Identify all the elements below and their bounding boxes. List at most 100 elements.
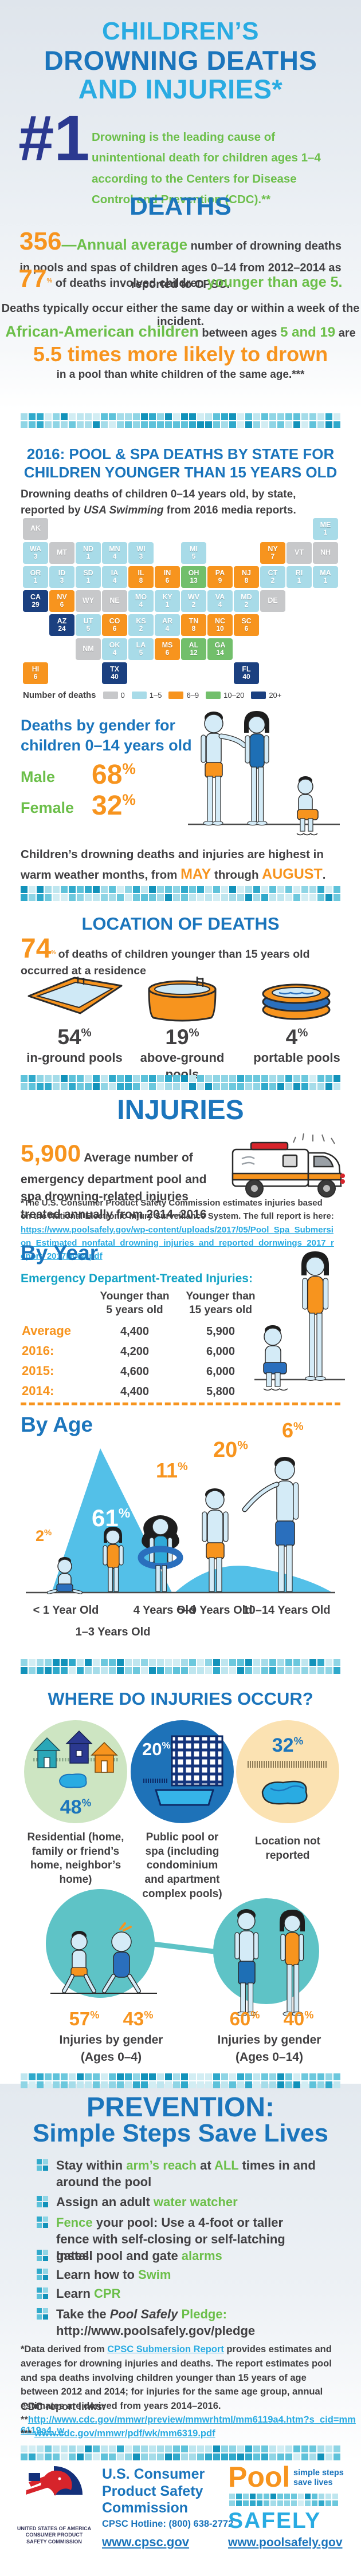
fence-highlight: Fence (56, 2215, 93, 2230)
col-header-under15-line1: Younger than (186, 1290, 256, 1302)
row-2014-v1: 4,400 (120, 1385, 150, 1398)
row-label-average: Average (22, 1323, 72, 1338)
state-CT: CT 2 (260, 566, 285, 588)
map-intro-italic: USA Swimming (83, 504, 164, 516)
legend-label-0: 0 (120, 691, 125, 700)
legend-title: Number of deaths (23, 690, 96, 700)
state-WA: WA 3 (23, 542, 48, 564)
row-average-v1: 4,400 (120, 1325, 150, 1338)
row-2016-v1: 4,200 (120, 1345, 150, 1358)
state-MI: MI 5 (181, 542, 206, 564)
state-FL: FL 40 (234, 662, 259, 684)
male-label: Male (21, 768, 56, 785)
in-ground-pct: 54% (57, 1025, 92, 1049)
page-title-line2: DROWNING DEATHS (44, 45, 317, 76)
boy-girl-illustration (234, 1909, 305, 2016)
stat-77-percent-sign: % (46, 277, 53, 285)
portable-pool-icon (262, 983, 331, 1020)
aa-mid2: are (335, 327, 356, 339)
pledge-highlight: Pledge: (181, 2307, 227, 2321)
by-age-header: By Age (21, 1413, 93, 1436)
pool-safely-mosaic (229, 2494, 338, 2506)
african-american-stat-line3: in a pool than white children of the sam… (56, 369, 305, 381)
gender-0-4-female-pct: 43% (123, 2008, 154, 2029)
aa-highlight1: African-American children (5, 323, 199, 340)
data-note: *Data derived from CPSC Submersion Repor… (21, 2344, 332, 2411)
season-mid: through (211, 868, 262, 882)
age-pct-1to3: 61% (92, 1504, 131, 1531)
pool-safely-logo-pool: Pool (228, 2461, 291, 2493)
season-may: MAY (180, 866, 211, 882)
tiles-icon-2 (37, 2196, 48, 2207)
dashed-divider (21, 1402, 340, 1405)
age-pct-10to14: 6% (282, 1419, 304, 1442)
cdc-link-1[interactable]: http://www.cdc.gov/mmwr/preview/mmwrhtml… (21, 2415, 356, 2436)
legend-label-1: 1–5 (149, 691, 162, 700)
state-NV: NV 6 (49, 590, 74, 612)
step-swim: Learn how to Swim (56, 2267, 171, 2282)
above-ground-pct: 19% (165, 1025, 199, 1049)
cdc-link-2-row: *** www.cdc.gov/mmwr/pdf/wk/mm6319.pdf (21, 2428, 215, 2439)
state-AL: AL 12 (181, 638, 206, 660)
state-MA: MA 1 (313, 566, 338, 588)
cpsc-org-name: U.S. Consumer Product Safety Commission (102, 2466, 205, 2516)
stat-5900: 5,900 Average number of emergency depart… (21, 1136, 227, 1223)
state-ND: ND 1 (76, 542, 101, 564)
state-ID: ID 3 (49, 566, 74, 588)
alarms-highlight: alarms (181, 2249, 222, 2263)
cpsc-url-link[interactable]: www.cpsc.gov (102, 2535, 190, 2549)
not-reported-caption: Location not reported (255, 1835, 320, 1862)
gender-0-4-circle (46, 1889, 155, 1998)
african-american-stat-line1: African-American children between ages 5… (0, 323, 361, 341)
state-AR: AR 4 (155, 614, 180, 636)
gender-0-4-caption-line1: Injuries by gender (59, 2033, 163, 2046)
deaths-header: DEATHS (130, 192, 231, 220)
legend-item-0: 0 (103, 691, 125, 700)
injuries-footnote: *The U.S. Consumer Product Safety Commis… (21, 1196, 335, 1263)
poolsafely-url-link[interactable]: www.poolsafely.gov (228, 2536, 343, 2549)
stat-356-dash: — (61, 236, 77, 253)
stat-356: 356—Annual average number of drowning de… (0, 223, 361, 293)
portable-label: portable pools (253, 1050, 340, 1065)
timing-text: Deaths typically occur either the same d… (1, 302, 360, 328)
houses-icon (33, 1730, 118, 1788)
portable-pct: 4% (285, 1025, 308, 1049)
legend-label-4: 20+ (269, 691, 282, 700)
col-header-under15-line2: 15 years old (189, 1304, 252, 1316)
arms-reach-highlight: arm’s reach (126, 2158, 197, 2172)
state-HI: HI 6 (23, 662, 48, 684)
stat-74: 74% of deaths of children younger than 1… (21, 934, 310, 977)
legend-swatch-2 (168, 692, 184, 699)
gender-0-14-caption-line2: (Ages 0–14) (236, 2050, 303, 2064)
cpsc-submersion-report-link[interactable]: CPSC Submersion Report (107, 2344, 224, 2354)
not-reported-circle (236, 1720, 339, 1823)
number-one-text: Drowning is the leading cause of uninten… (92, 131, 321, 207)
pool-safely-tagline: simple steps save lives (293, 2468, 344, 2488)
col-header-under5-line1: Younger than (100, 1290, 170, 1302)
cdc-link-2[interactable]: www.cdc.gov/mmwr/pdf/wk/mm6319.pdf (34, 2428, 215, 2439)
stat-77: 77% of deaths involved children younger … (0, 264, 361, 293)
map-intro-post: from 2016 media reports. (163, 504, 296, 516)
state-CA: CA 29 (23, 590, 48, 612)
swim-highlight: Swim (138, 2267, 171, 2282)
legend-item-4: 20+ (251, 691, 281, 700)
state-WI: WI 3 (128, 542, 154, 564)
aa-highlight2: 5 and 19 (280, 325, 336, 340)
row-average-v2: 5,900 (206, 1325, 236, 1338)
state-GA: GA 14 (207, 638, 233, 660)
residential-caption: Residential (home, family or friend’s ho… (27, 1831, 124, 1886)
cpr-highlight: CPR (94, 2286, 121, 2301)
injuries-report-link[interactable]: https://www.poolsafely.gov/wp-content/up… (21, 1224, 334, 1262)
season-text: Children’s drowning deaths and injuries … (21, 846, 342, 885)
stat-356-text: number of drowning deaths in pools and s… (19, 240, 342, 291)
gender-0-14-male-pct: 60% (229, 2008, 260, 2029)
pledge-url[interactable]: http://www.poolsafely.gov/pledge (56, 2324, 256, 2338)
cdc-links-header: CDC report links: (21, 2401, 106, 2412)
wave-divider-5 (21, 2073, 340, 2088)
stat-74-number: 74 (21, 934, 52, 964)
state-NE: NE (102, 590, 127, 612)
row-label-2014: 2014: (22, 1384, 54, 1398)
cdc-link-2-prefix: *** (21, 2428, 32, 2439)
state-OR: OR 1 (23, 566, 48, 588)
gender-0-14-caption-line1: Injuries by gender (217, 2033, 321, 2046)
